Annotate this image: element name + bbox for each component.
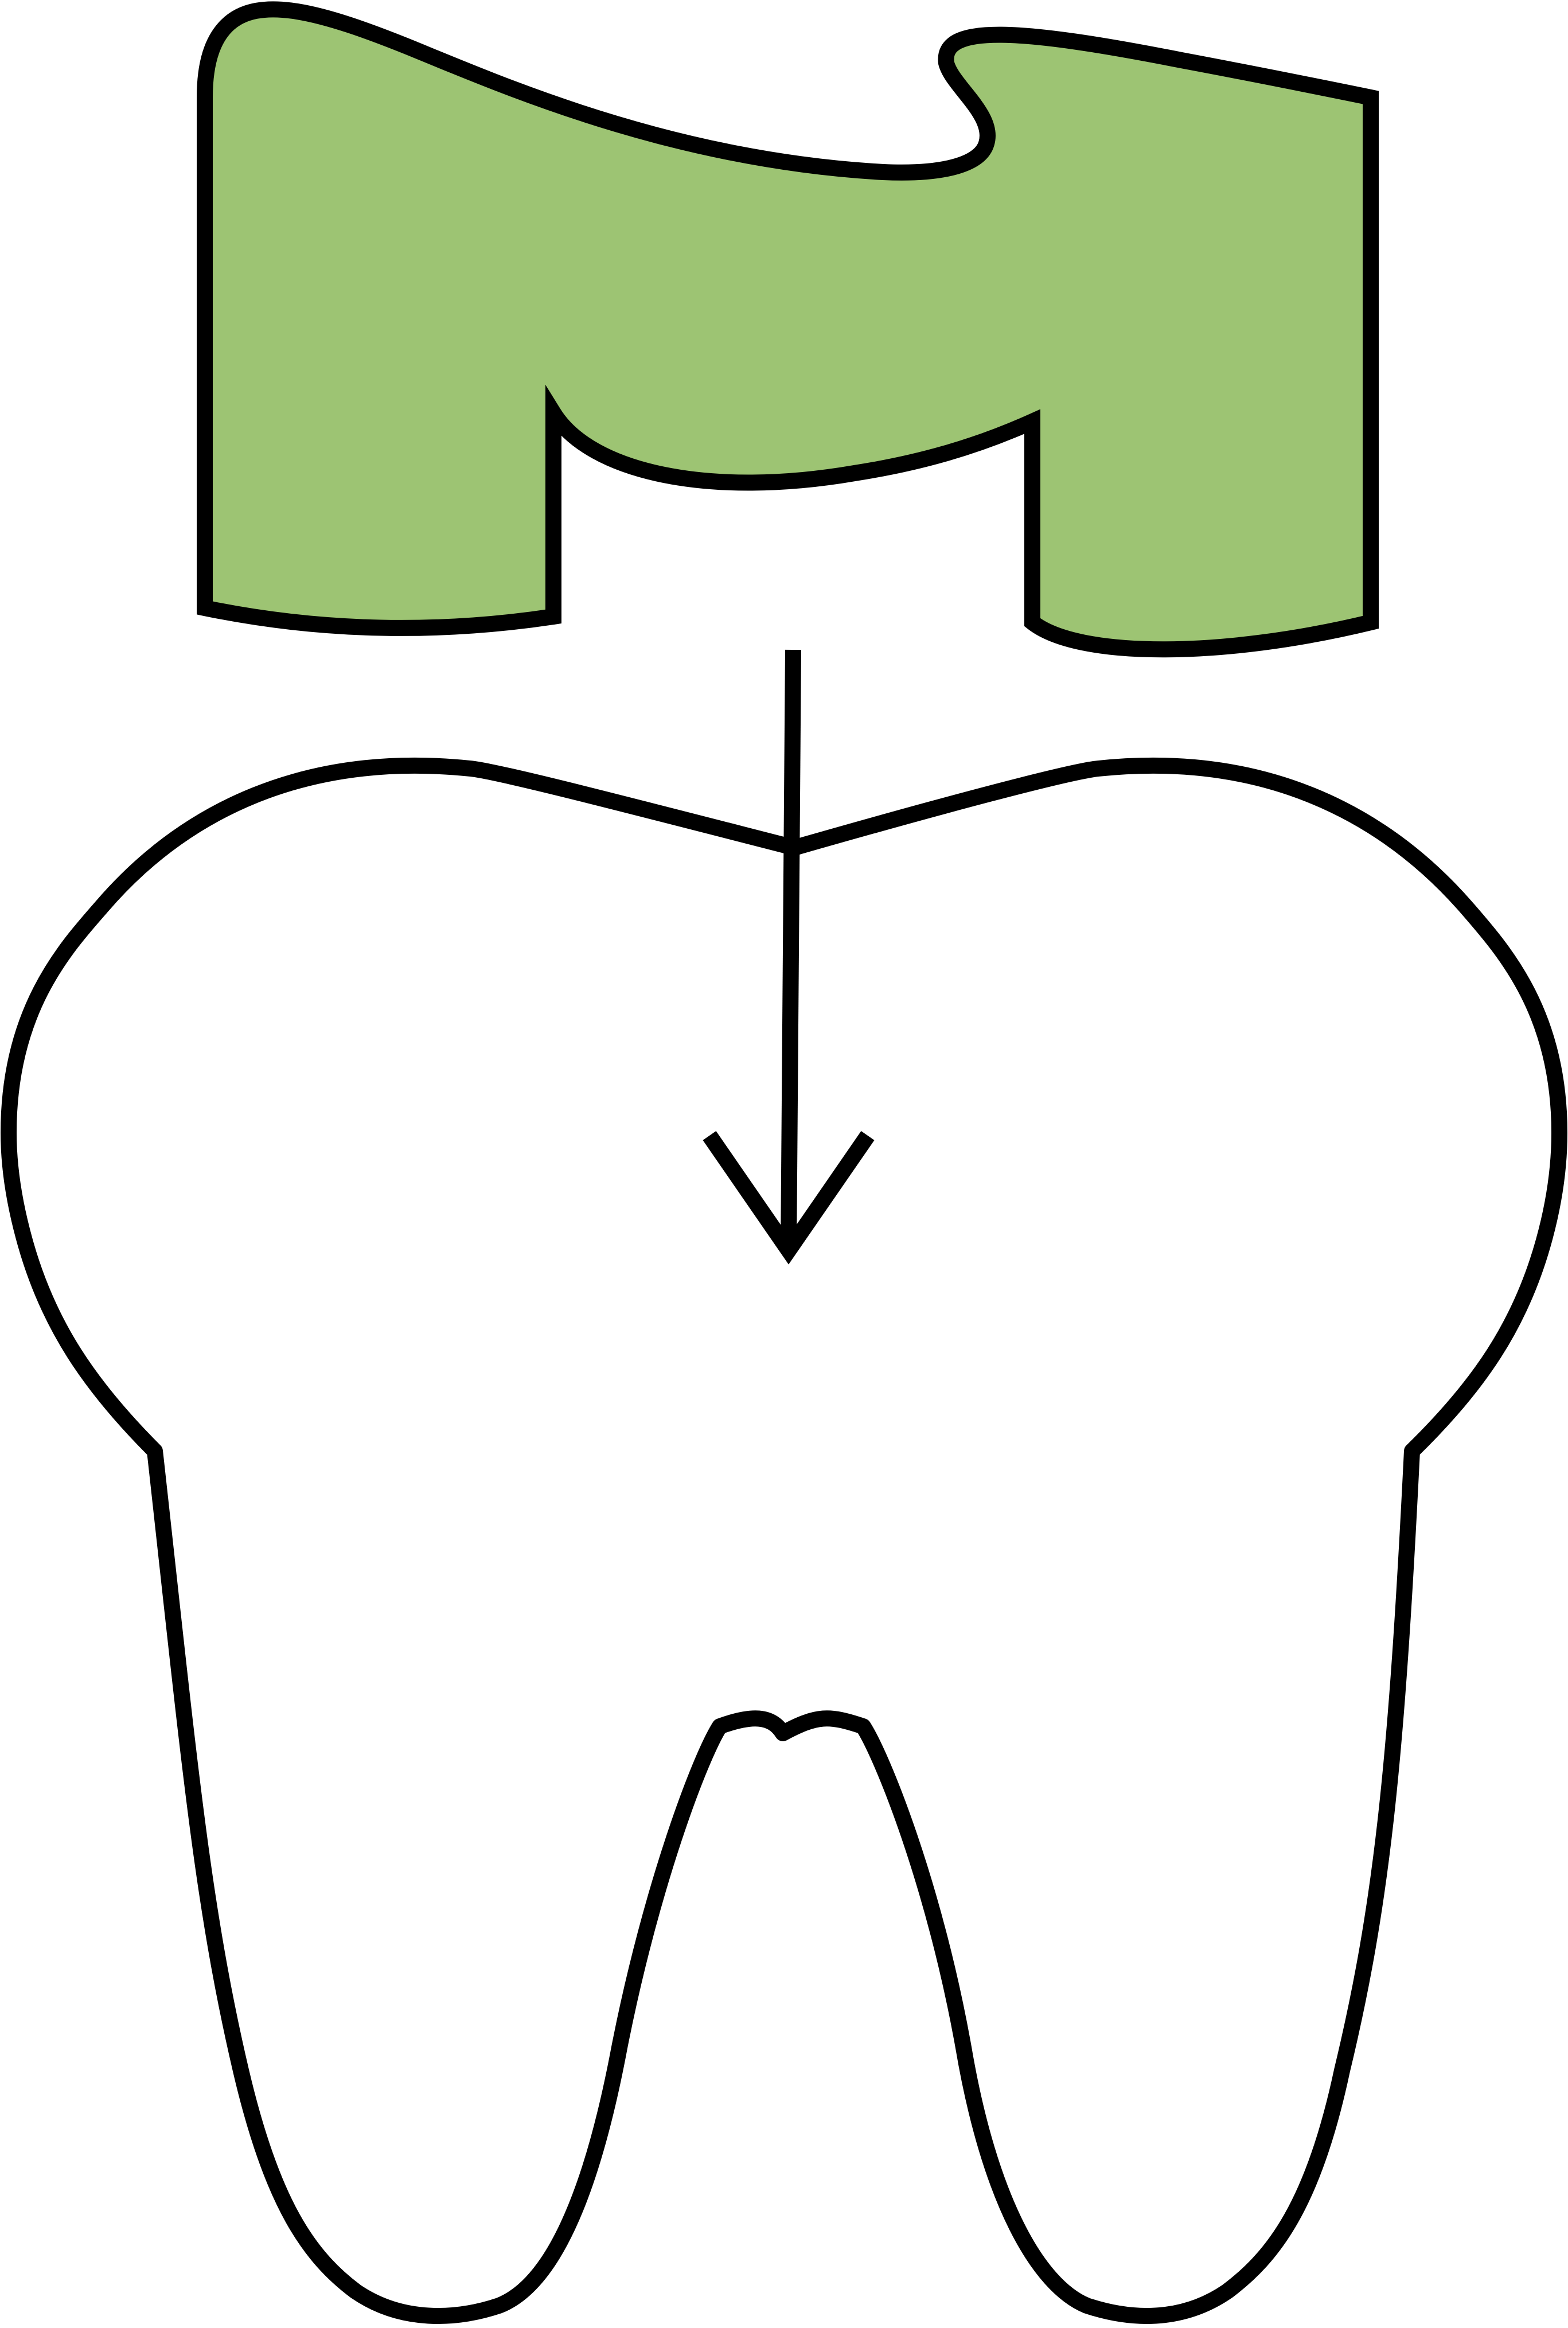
crown-icon (197, 1, 1379, 658)
arrow-shaft (781, 649, 801, 1251)
arrow-down-icon (703, 1131, 875, 1265)
tooth-icon (1, 757, 1567, 2324)
